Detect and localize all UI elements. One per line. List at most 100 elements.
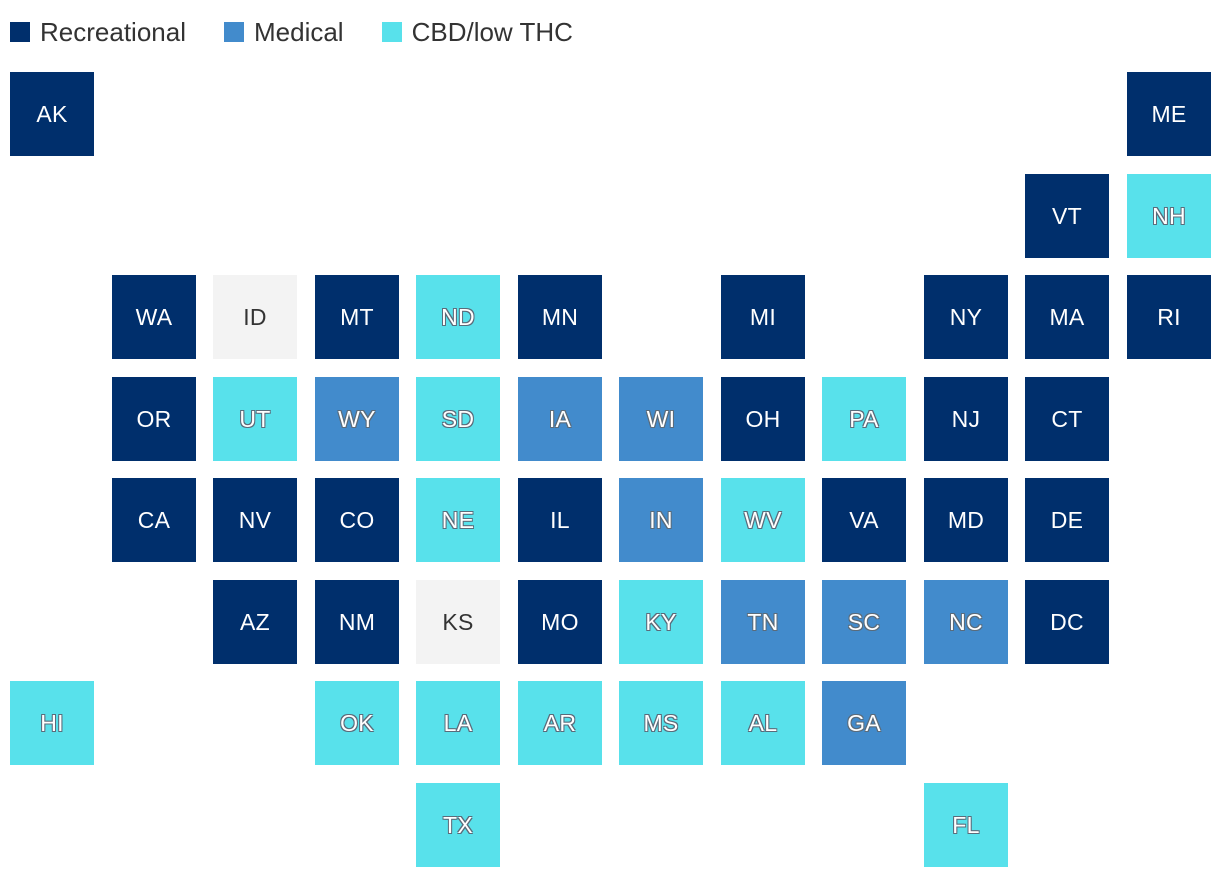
state-tile-ga[interactable]: GA bbox=[822, 681, 906, 765]
state-code-label: TX bbox=[443, 811, 473, 838]
state-code-label: AK bbox=[36, 100, 68, 127]
state-code-label: TN bbox=[747, 608, 779, 635]
state-tile-tn[interactable]: TN bbox=[721, 580, 805, 664]
state-tile-nc[interactable]: NC bbox=[924, 580, 1008, 664]
state-code-label: MO bbox=[541, 608, 579, 635]
state-tile-me[interactable]: ME bbox=[1127, 72, 1211, 156]
state-tile-nh[interactable]: NH bbox=[1127, 174, 1211, 258]
legend-label-recreational: Recreational bbox=[40, 17, 186, 47]
legend-item-cbd: CBD/low THC bbox=[381, 17, 573, 47]
state-tile-il[interactable]: IL bbox=[518, 478, 602, 562]
state-code-label: SC bbox=[847, 608, 881, 635]
state-code-label: UT bbox=[239, 405, 271, 432]
state-tile-wy[interactable]: WY bbox=[315, 377, 399, 461]
state-tile-ut[interactable]: UT bbox=[213, 377, 297, 461]
state-code-label: MT bbox=[340, 303, 374, 330]
state-code-label: MA bbox=[1049, 303, 1085, 330]
state-tile-nd[interactable]: ND bbox=[416, 275, 500, 359]
state-tile-ri[interactable]: RI bbox=[1127, 275, 1211, 359]
state-tile-vt[interactable]: VT bbox=[1025, 174, 1109, 258]
state-tile-wv[interactable]: WV bbox=[721, 478, 805, 562]
state-code-label: WV bbox=[744, 506, 782, 533]
state-tile-az[interactable]: AZ bbox=[213, 580, 297, 664]
state-code-label: VT bbox=[1052, 202, 1082, 229]
state-tile-co[interactable]: CO bbox=[315, 478, 399, 562]
state-code-label: OK bbox=[340, 709, 374, 736]
state-code-label: DC bbox=[1050, 608, 1084, 635]
state-code-label: IL bbox=[550, 506, 570, 533]
state-tile-ky[interactable]: KY bbox=[619, 580, 703, 664]
state-tile-mi[interactable]: MI bbox=[721, 275, 805, 359]
state-code-label: AZ bbox=[240, 608, 270, 635]
state-code-label: NV bbox=[238, 506, 272, 533]
state-tile-ok[interactable]: OK bbox=[315, 681, 399, 765]
state-code-label: ID bbox=[243, 303, 267, 330]
state-tile-ca[interactable]: CA bbox=[112, 478, 196, 562]
state-tile-pa[interactable]: PA bbox=[822, 377, 906, 461]
legend-swatch-medical bbox=[223, 22, 244, 42]
legend-swatch-cbd bbox=[381, 22, 402, 42]
state-tile-oh[interactable]: OH bbox=[721, 377, 805, 461]
state-code-label: NH bbox=[1152, 202, 1186, 229]
state-tile-ms[interactable]: MS bbox=[619, 681, 703, 765]
state-tile-al[interactable]: AL bbox=[721, 681, 805, 765]
state-code-label: LA bbox=[443, 709, 473, 736]
state-tile-va[interactable]: VA bbox=[822, 478, 906, 562]
state-tile-ny[interactable]: NY bbox=[924, 275, 1008, 359]
state-tile-wi[interactable]: WI bbox=[619, 377, 703, 461]
state-code-label: WY bbox=[338, 405, 376, 432]
legend-item-recreational: Recreational bbox=[10, 19, 186, 45]
state-code-label: FL bbox=[952, 811, 980, 838]
state-tile-hi[interactable]: HI bbox=[10, 681, 94, 765]
state-tile-ak[interactable]: AK bbox=[10, 72, 94, 156]
state-code-label: NY bbox=[949, 303, 983, 330]
state-tile-sc[interactable]: SC bbox=[822, 580, 906, 664]
legend-label-cbd: CBD/low THC bbox=[411, 17, 573, 47]
state-tile-de[interactable]: DE bbox=[1025, 478, 1109, 562]
state-tile-ma[interactable]: MA bbox=[1025, 275, 1109, 359]
state-code-label: NJ bbox=[951, 405, 981, 432]
state-tile-nv[interactable]: NV bbox=[213, 478, 297, 562]
state-tile-mo[interactable]: MO bbox=[518, 580, 602, 664]
state-code-label: KS bbox=[442, 608, 474, 635]
state-tile-nj[interactable]: NJ bbox=[924, 377, 1008, 461]
state-tile-md[interactable]: MD bbox=[924, 478, 1008, 562]
state-tile-wa[interactable]: WA bbox=[112, 275, 196, 359]
state-code-label: IA bbox=[548, 405, 572, 432]
state-tile-nm[interactable]: NM bbox=[315, 580, 399, 664]
state-tile-ct[interactable]: CT bbox=[1025, 377, 1109, 461]
state-code-label: MI bbox=[749, 303, 777, 330]
state-code-label: SD bbox=[441, 405, 475, 432]
state-code-label: NC bbox=[949, 608, 983, 635]
state-tile-ks[interactable]: KS bbox=[416, 580, 500, 664]
state-code-label: AR bbox=[543, 709, 577, 736]
state-tile-id[interactable]: ID bbox=[213, 275, 297, 359]
state-tile-fl[interactable]: FL bbox=[924, 783, 1008, 867]
state-tile-dc[interactable]: DC bbox=[1025, 580, 1109, 664]
state-tile-ar[interactable]: AR bbox=[518, 681, 602, 765]
state-code-label: OH bbox=[745, 405, 781, 432]
state-code-label: RI bbox=[1157, 303, 1181, 330]
state-tile-ia[interactable]: IA bbox=[518, 377, 602, 461]
state-code-label: WA bbox=[135, 303, 173, 330]
state-code-label: ND bbox=[441, 303, 475, 330]
state-code-label: PA bbox=[849, 405, 879, 432]
state-tile-la[interactable]: LA bbox=[416, 681, 500, 765]
legend-swatch-recreational bbox=[10, 22, 30, 42]
state-tile-tx[interactable]: TX bbox=[416, 783, 500, 867]
state-code-label: CA bbox=[137, 506, 171, 533]
state-tile-mn[interactable]: MN bbox=[518, 275, 602, 359]
state-tile-or[interactable]: OR bbox=[112, 377, 196, 461]
state-tile-ne[interactable]: NE bbox=[416, 478, 500, 562]
state-code-label: NE bbox=[441, 506, 475, 533]
state-tile-in[interactable]: IN bbox=[619, 478, 703, 562]
state-code-label: HI bbox=[40, 709, 64, 736]
state-code-label: MD bbox=[947, 506, 985, 533]
state-code-label: GA bbox=[847, 709, 881, 736]
legend-label-medical: Medical bbox=[253, 17, 344, 47]
state-tile-sd[interactable]: SD bbox=[416, 377, 500, 461]
legend: Recreational Medical CBD/low THC bbox=[10, 14, 611, 50]
state-code-label: VA bbox=[849, 506, 879, 533]
state-tile-mt[interactable]: MT bbox=[315, 275, 399, 359]
